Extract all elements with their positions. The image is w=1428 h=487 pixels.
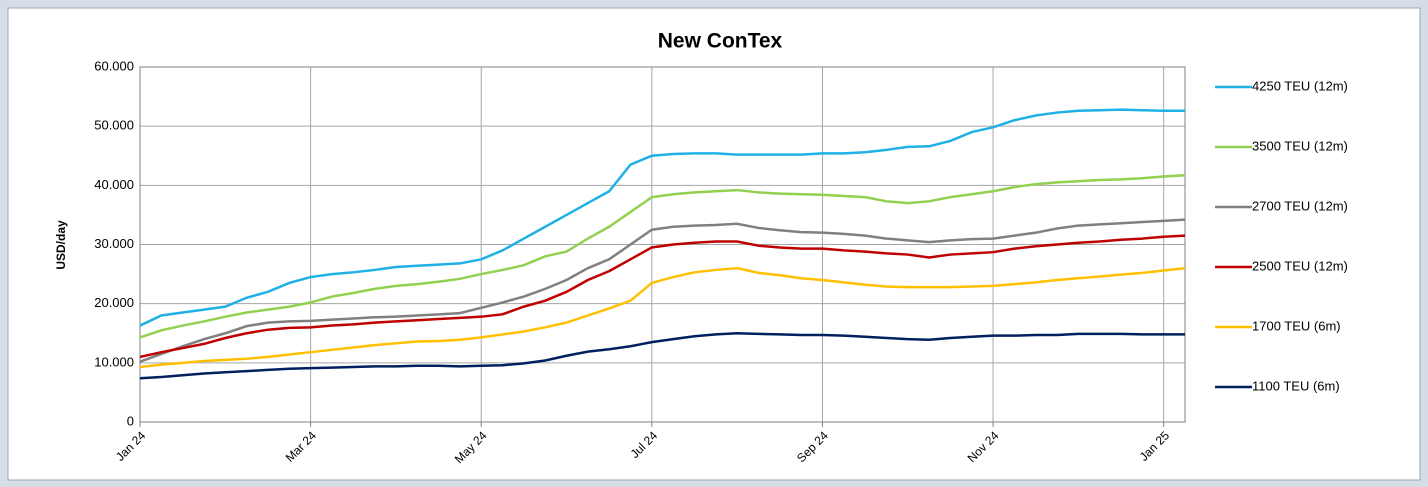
- series-line: [139, 234, 1186, 359]
- legend-label: 4250 TEU (12m): [1252, 78, 1348, 93]
- y-tick-label: 40.000: [94, 177, 134, 192]
- legend-label: 1700 TEU (6m): [1252, 318, 1341, 333]
- series-line: [139, 108, 1185, 327]
- series-line: [139, 331, 1185, 380]
- y-tick-label: 10.000: [94, 354, 134, 369]
- y-tick-label: 50.000: [94, 118, 134, 133]
- legend-label: 2500 TEU (12m): [1252, 258, 1348, 273]
- y-tick-label: 0: [127, 413, 134, 428]
- series-line: [139, 218, 1186, 363]
- y-tick-label: 60.000: [94, 58, 134, 73]
- legend-label: 2700 TEU (12m): [1252, 198, 1348, 213]
- y-tick-label: 30.000: [94, 236, 134, 251]
- plot-area: [139, 66, 1186, 423]
- y-tick-label: 20.000: [94, 295, 134, 310]
- legend-label: 3500 TEU (12m): [1252, 138, 1348, 153]
- y-axis-label: USD/day: [54, 220, 68, 270]
- series-line: [139, 174, 1186, 339]
- chart-title: New ConTex: [658, 30, 783, 53]
- series-line: [139, 266, 1186, 369]
- legend-label: 1100 TEU (6m): [1252, 378, 1340, 393]
